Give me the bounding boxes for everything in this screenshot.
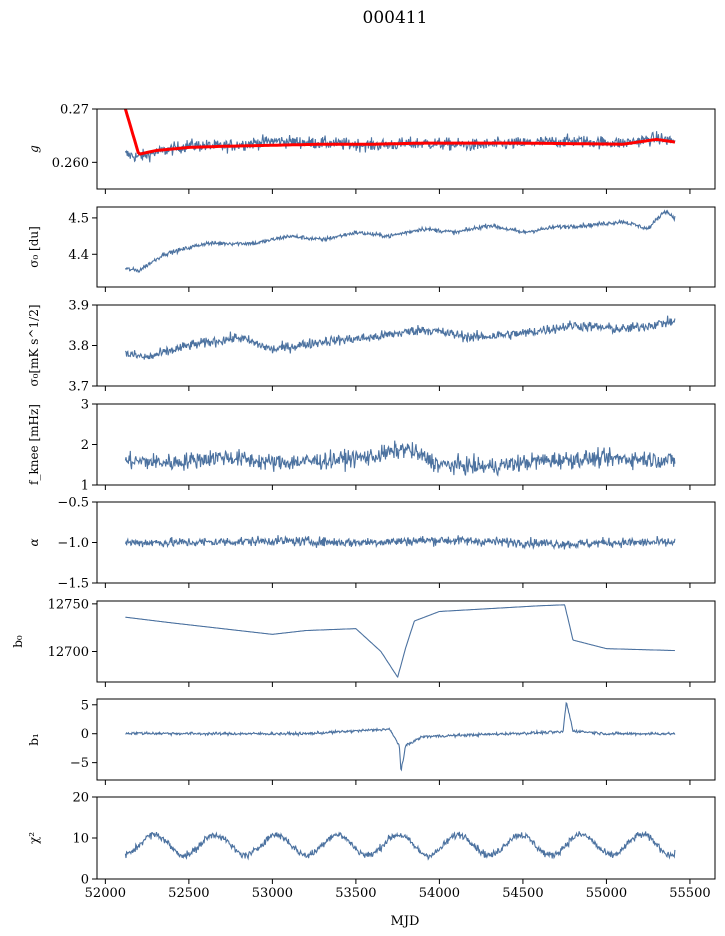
ytick-label-sigma0-mk: 3.9 — [68, 299, 89, 314]
ytick-label-alpha: −1.0 — [57, 536, 89, 551]
axes-frame-sigma0-du — [96, 206, 716, 288]
y-axis-label-b0: b₀ — [11, 635, 25, 648]
series-line-fknee-data — [124, 440, 676, 477]
panel-b1: −5 0 5 b₁ — [27, 698, 716, 785]
y-axis-label-sigma0-du: σ₀ [du] — [27, 226, 41, 268]
panel-g: 0.260 0.27 g — [27, 103, 716, 194]
ytick-label-b0: 12700 — [48, 645, 89, 660]
ytick-label-fknee: 3 — [81, 398, 89, 413]
ytick-label-fknee: 2 — [81, 438, 89, 453]
y-axis-label-alpha: α — [27, 538, 41, 546]
axes-frame-fknee — [96, 403, 716, 486]
ytick-label-chi2: 0 — [81, 873, 89, 888]
series-line-chi2-data — [124, 831, 676, 861]
panel-fknee: 1 2 3 f_knee [mHz] — [27, 398, 716, 494]
ytick-label-alpha: −1.5 — [57, 577, 89, 592]
y-axis-label-fknee: f_knee [mHz] — [27, 404, 41, 485]
series-line-sigma0-du-data — [124, 209, 676, 274]
y-axis-label-g: g — [27, 145, 41, 153]
series-line-alpha-data — [124, 535, 676, 551]
axes-frame-sigma0-mk — [96, 304, 716, 387]
ytick-label-chi2: 10 — [72, 832, 89, 847]
panels: 0.260 0.27 g 4.4 4.5 σ₀ [du] 3.7 3.8 3.9 σ₀[mK s^… — [11, 103, 716, 901]
series-line-b0-data — [125, 604, 675, 679]
y-axis-label-chi2: χ² — [27, 832, 41, 844]
xtick-label: 52000 — [85, 886, 126, 901]
figure-title: 000411 — [363, 8, 428, 28]
series-line-g-model — [123, 109, 676, 156]
ytick-label-sigma0-mk: 3.8 — [68, 339, 89, 354]
x-axis-label: MJD — [391, 914, 420, 929]
panel-sigma0-mk: 3.7 3.8 3.9 σ₀[mK s^1/2] — [27, 299, 716, 395]
axes-frame-g — [96, 108, 716, 190]
y-axis-label-sigma0-mk: σ₀[mK s^1/2] — [27, 304, 41, 386]
xtick-label: 54500 — [502, 886, 543, 901]
ytick-label-b1: 5 — [81, 698, 89, 713]
y-axis-label-b1: b₁ — [27, 733, 41, 746]
series-line-b1-data — [125, 701, 676, 772]
ytick-label-b1: −5 — [70, 756, 89, 771]
panel-alpha: −1.5 −1.0 −0.5 α — [27, 496, 716, 592]
xtick-label: 55000 — [586, 886, 627, 901]
panel-b0: 12700 12750 b₀ — [11, 597, 716, 687]
panel-chi2: 0 10 20 52000 52500 53000 53500 54000 54500 55000… — [27, 791, 716, 901]
ytick-label-alpha: −0.5 — [57, 496, 89, 511]
ytick-label-b0: 12750 — [48, 597, 89, 612]
ytick-label-b1: 0 — [81, 727, 89, 742]
xtick-label: 54000 — [419, 886, 460, 901]
axes-frame-b1 — [96, 698, 716, 781]
ytick-label-sigma0-mk: 3.7 — [68, 380, 89, 395]
xtick-label: 53500 — [335, 886, 376, 901]
xtick-label: 53000 — [252, 886, 293, 901]
ytick-label-g: 0.27 — [60, 103, 89, 118]
xtick-label: 52500 — [168, 886, 209, 901]
ytick-label-g: 0.260 — [52, 156, 89, 171]
xtick-label: 55500 — [669, 886, 710, 901]
ytick-label-sigma0-du: 4.5 — [68, 211, 89, 226]
panel-sigma0-du: 4.4 4.5 σ₀ [du] — [27, 206, 716, 292]
ytick-label-chi2: 20 — [72, 791, 89, 806]
ytick-label-sigma0-du: 4.4 — [68, 248, 89, 263]
axes-frame-b0 — [96, 600, 716, 683]
ytick-label-fknee: 1 — [81, 479, 89, 494]
series-line-sigma0-mk-data — [124, 315, 676, 360]
